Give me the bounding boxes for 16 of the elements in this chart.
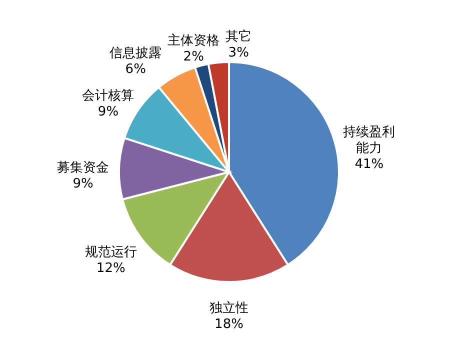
slice-label: 募集资金 <box>57 160 110 176</box>
slice-label: 规范运行 <box>84 244 137 260</box>
data-label: 18% <box>214 317 244 332</box>
slice-label: 独立性 <box>210 300 248 316</box>
slice-label: 持续盈利能力 <box>343 124 396 156</box>
data-label: 12% <box>96 260 126 276</box>
data-label: 2% <box>183 49 204 64</box>
data-label: 9% <box>72 176 94 192</box>
data-label: 3% <box>228 46 249 61</box>
slice-label: 信息披露 <box>110 46 162 61</box>
data-label: 41% <box>354 156 384 172</box>
data-label: 9% <box>98 104 119 120</box>
data-label: 6% <box>125 62 146 77</box>
slice-label: 会计核算 <box>82 88 134 104</box>
slice-label: 其它 <box>226 28 252 45</box>
slice-label: 主体资格 <box>168 32 220 48</box>
